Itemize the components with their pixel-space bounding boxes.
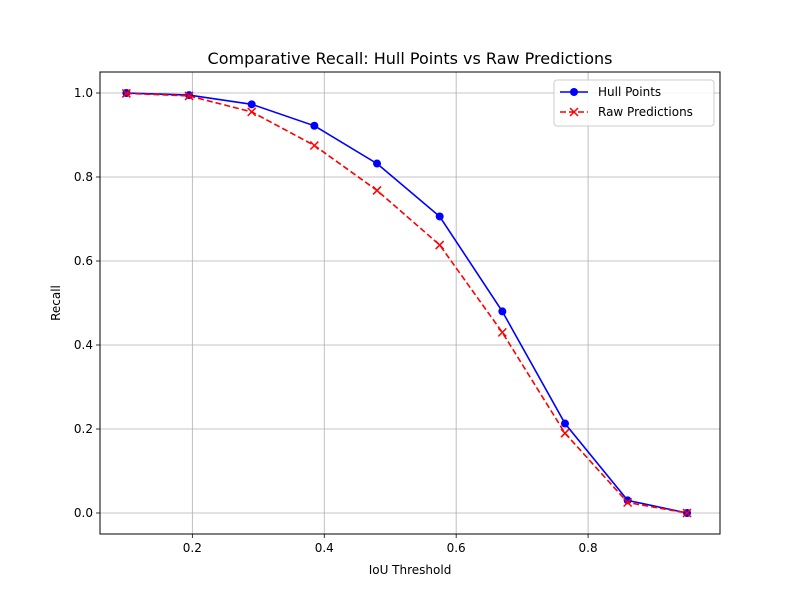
- x-tick-label: 0.6: [447, 541, 466, 555]
- data-point-hull-points: [498, 307, 507, 316]
- data-point-raw-predictions: [682, 508, 692, 518]
- x-tick-label: 0.4: [315, 541, 334, 555]
- plot-frame: [99, 71, 721, 535]
- data-point-raw-predictions: [247, 107, 257, 117]
- data-point-raw-predictions: [309, 140, 319, 151]
- y-tick-label: 0.8: [74, 170, 93, 184]
- data-point-hull-points: [373, 159, 382, 168]
- legend-marker: [569, 107, 579, 117]
- legend-marker: [570, 88, 578, 96]
- data-point-raw-predictions: [184, 91, 194, 101]
- legend-label: Raw Predictions: [598, 105, 693, 119]
- y-tick-label: 0.6: [74, 254, 93, 268]
- data-point-raw-predictions: [121, 88, 131, 98]
- data-point-hull-points: [310, 121, 319, 130]
- data-point-raw-predictions: [560, 428, 570, 438]
- series-line-hull-points: [126, 92, 688, 514]
- y-tick-label: 0.0: [74, 506, 93, 520]
- y-axis-label: Recall: [49, 285, 63, 321]
- legend-label: Hull Points: [598, 85, 661, 99]
- x-axis-label: IoU Threshold: [369, 563, 452, 577]
- data-point-hull-points: [247, 100, 256, 109]
- legend-box: [553, 79, 715, 127]
- series-raw-predictions: [121, 88, 692, 518]
- y-tick-label: 1.0: [74, 86, 93, 100]
- x-tick-label: 0.2: [183, 541, 202, 555]
- legend: Hull Points Raw Predictions: [553, 79, 715, 127]
- y-tick-label: 0.4: [74, 338, 93, 352]
- data-point-hull-points: [435, 212, 444, 221]
- data-point-raw-predictions: [497, 327, 507, 337]
- legend-item-hull-points: Hull Points: [560, 85, 661, 99]
- series-layer: [121, 88, 692, 518]
- y-axis-ticks: 0.0 0.2 0.4 0.6 0.8 1.0: [74, 86, 100, 520]
- x-tick-label: 0.8: [579, 541, 598, 555]
- y-tick-label: 0.2: [74, 422, 93, 436]
- legend-item-raw-predictions: Raw Predictions: [560, 105, 693, 119]
- data-point-raw-predictions: [623, 497, 633, 508]
- chart-title: Comparative Recall: Hull Points vs Raw P…: [208, 49, 613, 68]
- data-point-hull-points: [561, 419, 569, 428]
- data-point-raw-predictions: [435, 240, 445, 250]
- series-line-raw-predictions: [126, 92, 688, 514]
- x-axis-ticks: 0.2 0.4 0.6 0.8: [183, 534, 598, 555]
- data-point-raw-predictions: [372, 185, 382, 195]
